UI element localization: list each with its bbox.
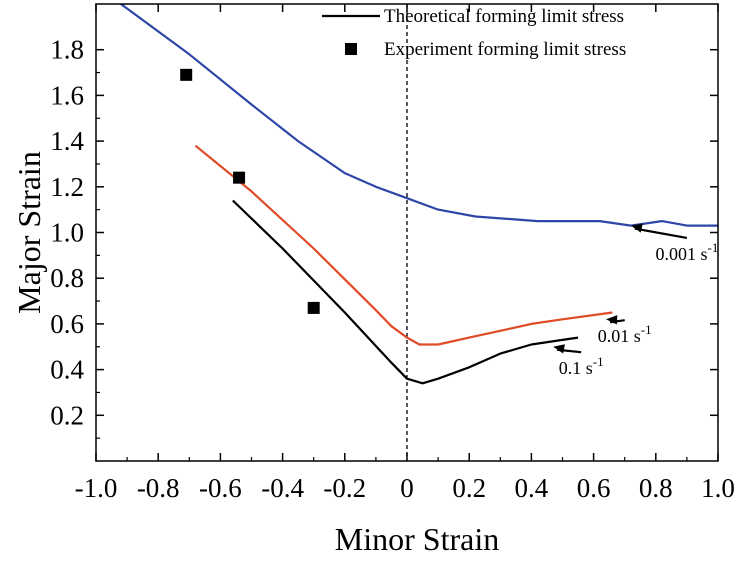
y-tick-label-7: 1.6 — [50, 80, 84, 110]
axes: -1.0 -0.8 -0.6 -0.4 -0.2 0 0.2 0.4 0.6 0.8 1.0 0.2 0… — [11, 3, 735, 557]
x-tick-label-0: -1.0 — [75, 473, 118, 503]
legend-square-marker — [345, 43, 357, 55]
x-tick-label-1: -0.8 — [137, 473, 180, 503]
y-tick-label-8: 1.8 — [50, 35, 84, 65]
x-tick-label-5: 0 — [400, 473, 414, 503]
y-tick-label-5: 1.2 — [50, 172, 84, 202]
x-tick-label-6: 0.2 — [452, 473, 486, 503]
annotations: 0.001 s-10.01 s-10.1 s-1 — [553, 223, 718, 378]
plot-area — [120, 4, 718, 461]
x-tick-label-8: 0.6 — [577, 473, 611, 503]
x-tick-label-9: 0.8 — [639, 473, 673, 503]
annotation-arrow-head-0 — [630, 223, 643, 233]
y-tick-label-0: 0.2 — [50, 400, 84, 430]
annotation-label-1: 0.01 s-1 — [598, 322, 652, 346]
x-tick-label-10: 1.0 — [701, 473, 735, 503]
experiment-point-2 — [307, 301, 320, 314]
annotation-arrow-line-0 — [634, 227, 688, 240]
series-line-2 — [232, 199, 579, 385]
annotation-arrow-head-2 — [553, 344, 565, 354]
annotation-superscript-2: -1 — [593, 354, 604, 369]
experiment-point-0 — [180, 68, 193, 81]
annotation-text-0: 0.001 s — [655, 244, 707, 264]
y-axis-title: Major Strain — [11, 151, 47, 314]
y-tick-label-1: 0.4 — [50, 355, 84, 385]
series-line-0 — [120, 4, 718, 227]
legend-label-experiment: Experiment forming limit stress — [384, 39, 626, 60]
annotation-arrow-head-1 — [606, 315, 618, 325]
x-tick-label-2: -0.6 — [199, 473, 242, 503]
annotation-label-0: 0.001 s-1 — [655, 240, 718, 264]
experiment-point-1 — [233, 171, 246, 184]
x-tick-label-7: 0.4 — [515, 473, 549, 503]
annotation-label-2: 0.1 s-1 — [559, 354, 604, 378]
annotation-superscript-0: -1 — [707, 240, 718, 255]
y-tick-label-3: 0.8 — [50, 263, 84, 293]
series-line-1 — [194, 144, 613, 346]
x-tick-label-3: -0.4 — [261, 473, 304, 503]
annotation-superscript-1: -1 — [641, 322, 652, 337]
legend-label-theoretical: Theoretical forming limit stress — [384, 6, 624, 27]
y-tick-label-2: 0.6 — [50, 309, 84, 339]
x-axis-title: Minor Strain — [335, 521, 499, 557]
annotation-text-2: 0.1 s — [559, 358, 593, 378]
annotation-text-1: 0.01 s — [598, 326, 641, 346]
x-tick-label-4: -0.2 — [323, 473, 366, 503]
y-tick-label-4: 1.0 — [50, 218, 84, 248]
legend: Theoretical forming limit stress Experime… — [322, 6, 626, 60]
y-tick-label-6: 1.4 — [50, 126, 84, 156]
